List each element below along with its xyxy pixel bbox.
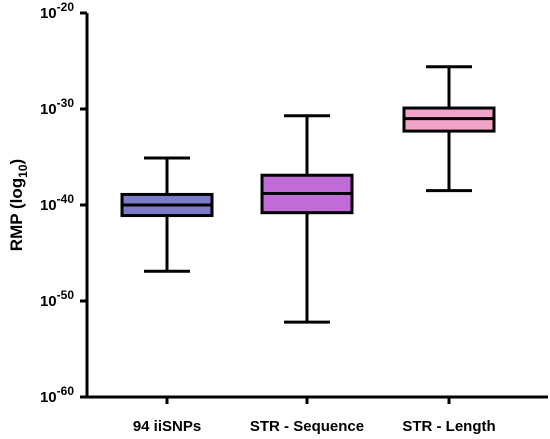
y-tick-label: 10-30: [40, 96, 74, 118]
y-tick-label: 10-20: [40, 0, 74, 22]
box-1: [120, 156, 214, 273]
category-label: STR - Length: [402, 418, 495, 435]
y-axis-title: RMP (log10): [7, 159, 30, 251]
x-axis: 94 iiSNPs STR - Sequence STR - Length: [85, 395, 548, 435]
category-label: 94 iiSNPs: [133, 418, 201, 435]
y-axis: 10-20 10-30 10-40 10-50 10-60: [40, 0, 89, 406]
box-2: [260, 114, 354, 324]
category-label: STR - Sequence: [250, 418, 364, 435]
boxes: [120, 65, 496, 324]
y-tick-label: 10-60: [40, 384, 74, 406]
y-tick-label: 10-50: [40, 288, 74, 310]
y-tick-label: 10-40: [40, 192, 74, 214]
box-3: [402, 65, 496, 193]
